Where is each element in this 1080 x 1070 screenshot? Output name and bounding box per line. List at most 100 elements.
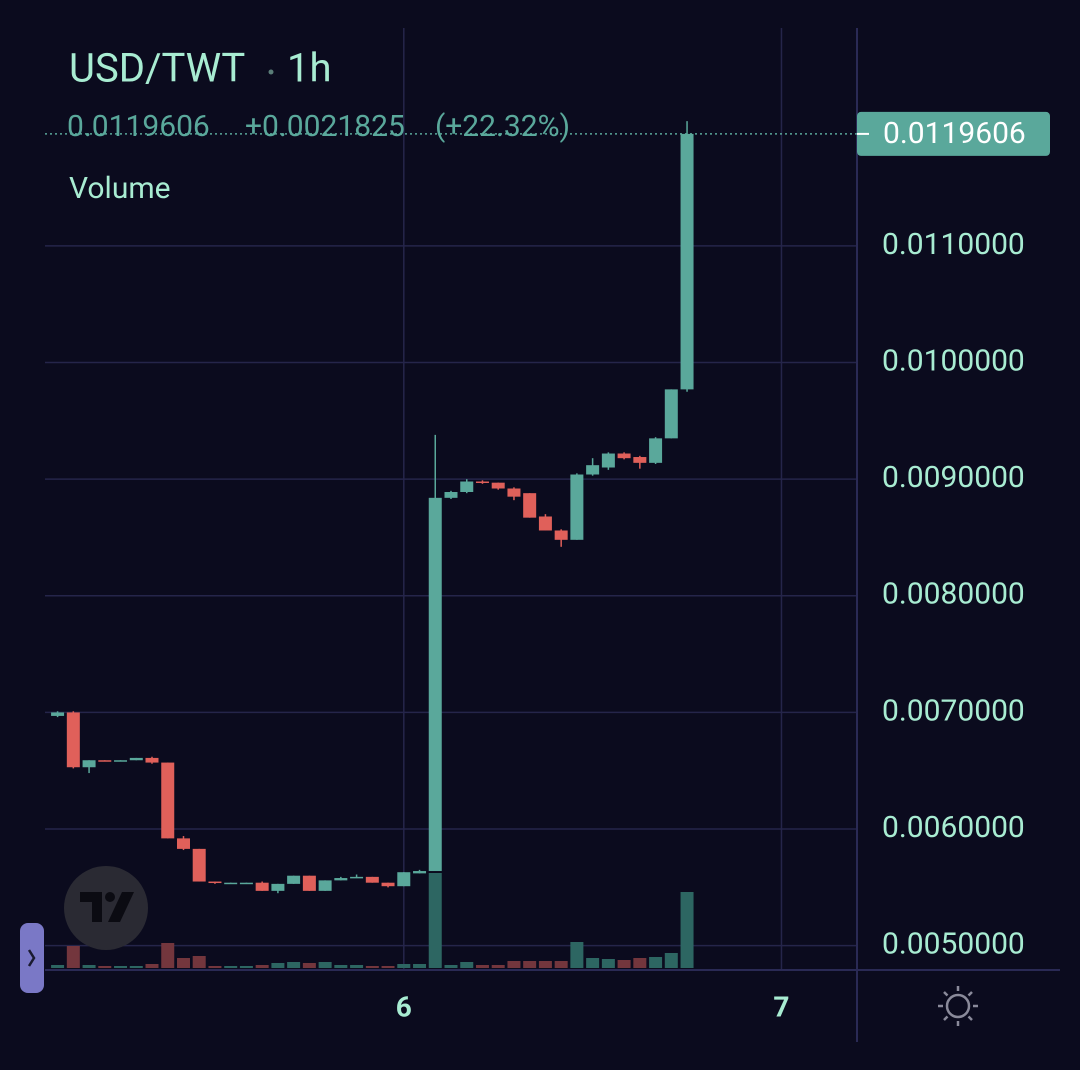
interval: 1h	[287, 45, 332, 92]
volume-bar	[161, 943, 175, 968]
volume-bar	[507, 961, 521, 968]
candle-body	[617, 453, 631, 459]
y-tick-label: 0.0080000	[882, 577, 1025, 612]
candle-body	[98, 760, 112, 762]
chevron-icon	[27, 949, 36, 967]
volume-bar	[664, 953, 678, 968]
candle-body	[192, 848, 206, 882]
volume-bar	[523, 961, 537, 968]
volume-bar	[413, 964, 427, 968]
candle-body	[460, 481, 474, 493]
logo-mark	[80, 892, 102, 922]
volume-bar	[114, 966, 128, 968]
volume-bar	[554, 961, 568, 968]
volume-bar	[350, 965, 364, 968]
candle-body	[633, 457, 647, 463]
volume-bar	[255, 965, 269, 968]
volume-bar	[397, 964, 411, 968]
candle-body	[365, 876, 379, 883]
volume-bar	[365, 966, 379, 968]
candle-body	[255, 882, 269, 891]
side-toggle[interactable]	[20, 923, 44, 993]
candle-body	[208, 881, 222, 884]
candle-body	[444, 492, 458, 498]
volume-bar	[538, 961, 552, 968]
tradingview-logo[interactable]	[64, 866, 148, 950]
volume-bar	[381, 966, 395, 968]
volume-bar	[176, 958, 190, 968]
volume-bar	[302, 963, 316, 968]
last-price: 0.0119606	[67, 109, 210, 144]
candle-body	[601, 453, 615, 468]
x-tick-label: 7	[773, 990, 789, 1023]
volume-bar	[66, 946, 80, 968]
y-tick-label: 0.0060000	[882, 810, 1025, 845]
symbol-title: USD/TWT	[69, 45, 245, 92]
sun-icon-rays	[938, 986, 978, 1026]
candle-body	[475, 481, 489, 484]
volume-bar	[239, 966, 253, 968]
volume-bar	[475, 965, 489, 968]
volume-bar	[601, 959, 615, 968]
volume-bar	[460, 962, 474, 968]
candle-body	[334, 878, 348, 881]
separator-dot	[268, 69, 274, 75]
y-tick-label: 0.0090000	[882, 460, 1025, 495]
y-tick-label: 0.0100000	[882, 343, 1025, 378]
volume-bar	[570, 942, 584, 968]
candle-body	[523, 493, 537, 518]
candle-body	[82, 760, 96, 768]
marks-layer	[45, 121, 857, 968]
y-tick-label: 0.0110000	[882, 227, 1025, 262]
candle-body	[397, 872, 411, 887]
volume-bar	[224, 966, 238, 968]
volume-bar	[208, 966, 222, 968]
candle-body	[381, 882, 395, 887]
volume-bar	[444, 965, 458, 968]
candle-body	[161, 762, 175, 839]
volume-bar	[271, 963, 285, 968]
candle-body	[318, 880, 332, 891]
volume-bar	[586, 958, 600, 968]
volume-bar	[680, 892, 694, 968]
candle-body	[145, 757, 159, 763]
candle-body	[586, 465, 600, 475]
volume-bar	[129, 966, 143, 968]
candle-body	[428, 497, 442, 872]
candle-body	[649, 438, 663, 463]
candle-body	[114, 760, 128, 762]
candle-body	[224, 882, 238, 885]
candle-body	[664, 389, 678, 439]
x-tick-label: 6	[396, 990, 412, 1023]
logo-circle[interactable]	[64, 866, 148, 950]
candle-body	[350, 876, 364, 879]
candle-body	[129, 757, 143, 761]
side-toggle-button[interactable]	[20, 923, 44, 993]
last-price-tag	[857, 111, 1050, 156]
price-change: +0.0021825	[245, 109, 405, 144]
logo-mark	[108, 892, 134, 922]
candle-body	[413, 871, 427, 874]
candle-body	[271, 883, 285, 891]
volume-bar	[192, 956, 206, 968]
volume-label: Volume	[69, 171, 171, 206]
volume-bar	[98, 966, 112, 968]
candle-body	[570, 474, 584, 540]
candle-body	[680, 133, 694, 390]
last-price-label: 0.0119606	[883, 116, 1026, 151]
candle-body	[51, 712, 65, 716]
price-change-percent: (+22.32%)	[435, 109, 570, 144]
sun-icon-core[interactable]	[945, 993, 971, 1019]
volume-bar	[617, 960, 631, 968]
volume-bar	[82, 965, 96, 968]
volume-bar	[318, 962, 332, 968]
candle-body	[302, 875, 316, 891]
volume-bar	[51, 965, 65, 968]
candle-body	[66, 712, 80, 768]
settings-icon[interactable]	[938, 986, 978, 1026]
candle-body	[538, 516, 552, 531]
volume-bar	[649, 957, 663, 968]
